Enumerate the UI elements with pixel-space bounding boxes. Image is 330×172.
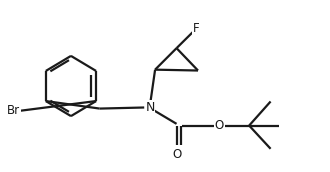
Text: F: F bbox=[193, 22, 200, 35]
Text: Br: Br bbox=[7, 104, 20, 117]
Text: N: N bbox=[146, 101, 155, 114]
Text: O: O bbox=[215, 119, 224, 132]
Text: O: O bbox=[172, 148, 181, 161]
